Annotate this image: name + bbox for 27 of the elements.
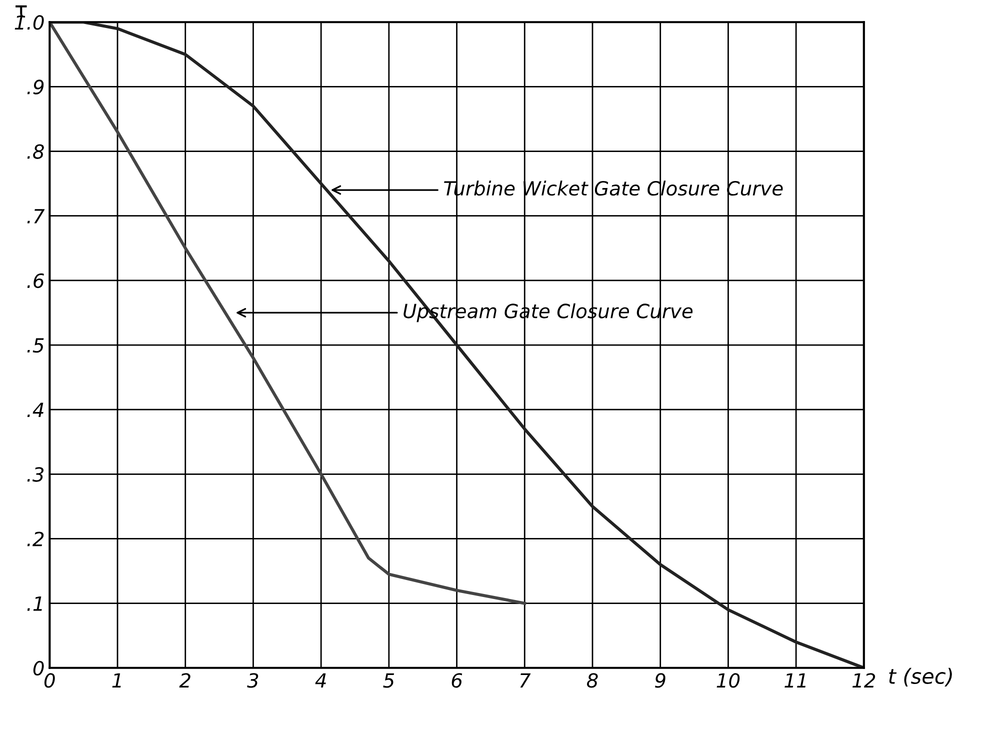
x-tick-label: 0	[44, 673, 55, 688]
y-tick-label: .8	[27, 144, 44, 159]
x-tick-label: 10	[716, 673, 740, 688]
y-tick-label: .5	[27, 338, 44, 353]
y-tick-label: .1	[27, 596, 42, 611]
x-tick-label: 2	[179, 673, 190, 688]
x-tick-label: 3	[247, 673, 258, 688]
line-series	[50, 22, 864, 668]
y-tick-label: .9	[27, 80, 44, 94]
y-tick-label: 1.0	[14, 15, 44, 30]
x-tick-label: 1	[112, 673, 121, 688]
y-axis-title: τ	[16, 5, 27, 18]
x-tick-label: 12	[852, 673, 876, 688]
y-tick-label: .6	[27, 273, 44, 288]
x-tick-label: 9	[655, 673, 666, 688]
x-tick-label: 11	[784, 673, 806, 688]
x-tick-label: 4	[315, 673, 326, 688]
x-tick-label: 7	[520, 673, 531, 688]
y-tick-label: .7	[27, 209, 45, 224]
y-tick-label: .4	[27, 402, 44, 417]
x-tick-label: 6	[452, 673, 462, 688]
y-tick-label: 0	[33, 660, 44, 676]
x-axis-title: t (sec)	[889, 668, 952, 686]
y-tick-label: .3	[27, 467, 44, 482]
x-tick-label: 5	[383, 673, 394, 688]
y-tick-label: .2	[27, 532, 44, 546]
x-tick-label: 8	[586, 673, 598, 688]
